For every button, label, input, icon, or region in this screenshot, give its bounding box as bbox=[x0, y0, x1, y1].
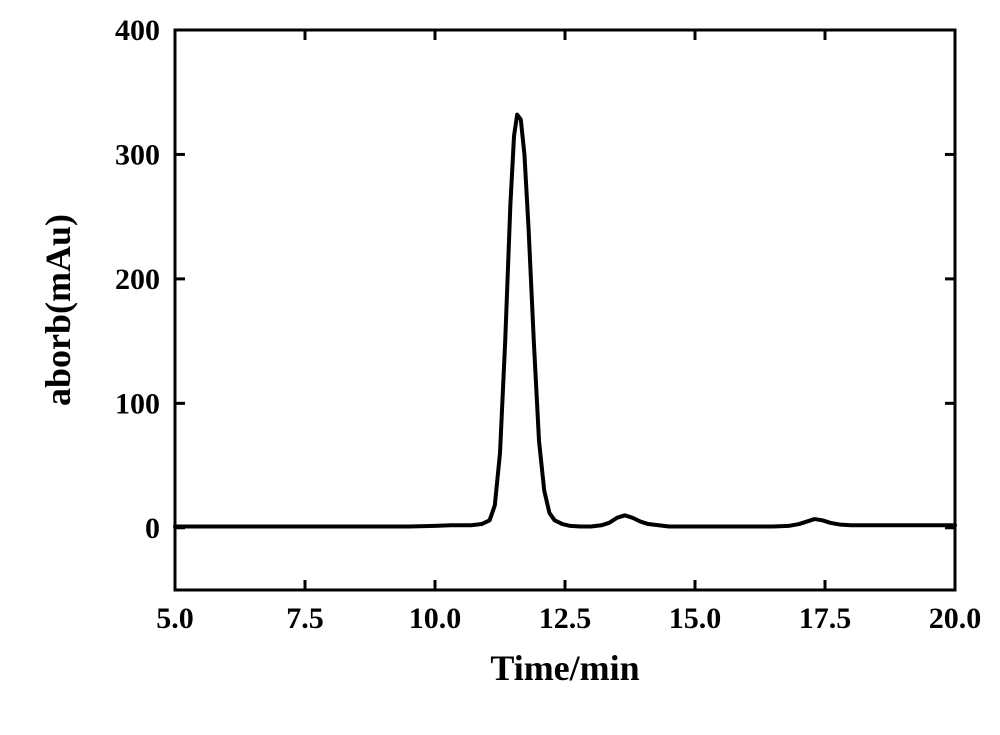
y-tick-label: 300 bbox=[115, 138, 160, 171]
y-tick-label: 100 bbox=[115, 387, 160, 420]
chart-svg: 5.0 7.5 10.0 12.5 15.0 17.5 20.0 0 100 200 300 400 T… bbox=[0, 0, 1000, 735]
x-tick-label: 12.5 bbox=[539, 602, 592, 635]
x-tick-label: 7.5 bbox=[286, 602, 324, 635]
y-axis-label: aborb(mAu) bbox=[38, 214, 78, 406]
x-tick-label: 5.0 bbox=[156, 602, 194, 635]
chromatogram-chart: 5.0 7.5 10.0 12.5 15.0 17.5 20.0 0 100 200 300 400 T… bbox=[0, 0, 1000, 735]
y-tick-label: 200 bbox=[115, 263, 160, 296]
y-tick-label: 400 bbox=[115, 14, 160, 47]
x-tick-label: 17.5 bbox=[799, 602, 852, 635]
x-tick-label: 10.0 bbox=[409, 602, 462, 635]
x-tick-label: 15.0 bbox=[669, 602, 722, 635]
x-axis-label: Time/min bbox=[490, 648, 639, 688]
y-tick-label: 0 bbox=[145, 512, 160, 545]
x-tick-label: 20.0 bbox=[929, 602, 982, 635]
